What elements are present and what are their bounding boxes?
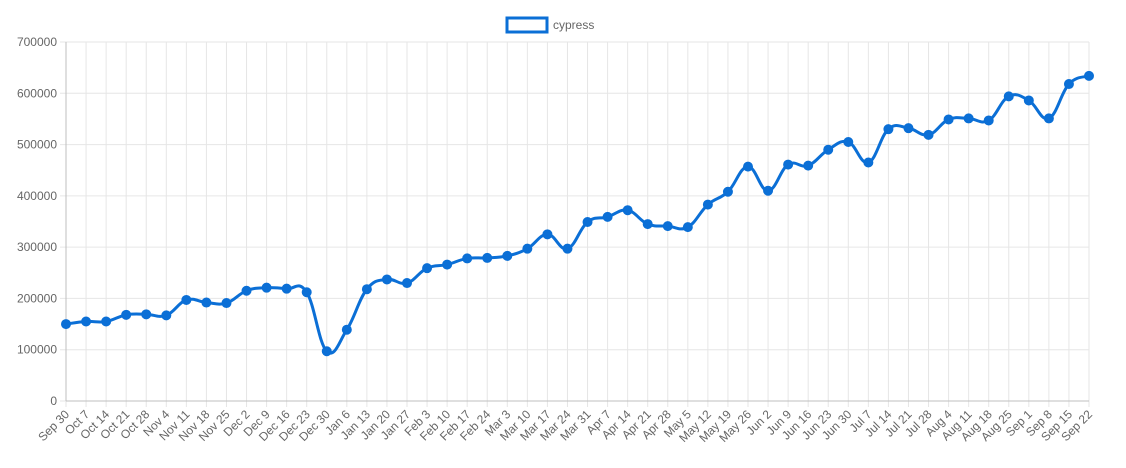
legend-label-cypress[interactable]: cypress	[553, 18, 594, 32]
data-point[interactable]	[482, 252, 493, 263]
y-tick-label: 100000	[17, 343, 57, 357]
y-tick-label: 400000	[17, 189, 57, 203]
data-point[interactable]	[1084, 70, 1094, 81]
data-point[interactable]	[1043, 113, 1054, 124]
data-point[interactable]	[101, 316, 112, 327]
data-point[interactable]	[743, 161, 753, 172]
data-point[interactable]	[221, 298, 232, 309]
data-point[interactable]	[783, 159, 794, 170]
data-point[interactable]	[422, 263, 433, 274]
data-point[interactable]	[722, 186, 733, 197]
data-point[interactable]	[963, 113, 974, 124]
series-line-cypress	[65, 74, 1090, 355]
data-point[interactable]	[883, 124, 894, 135]
data-point[interactable]	[843, 137, 854, 148]
data-point[interactable]	[402, 278, 412, 289]
y-tick-label: 500000	[17, 138, 57, 152]
data-point[interactable]	[241, 285, 252, 296]
data-point[interactable]	[161, 310, 172, 321]
legend[interactable]: cypress	[505, 16, 594, 34]
data-point[interactable]	[602, 211, 613, 222]
data-point[interactable]	[321, 346, 332, 357]
y-tick-label: 200000	[17, 291, 57, 305]
data-point[interactable]	[642, 219, 653, 230]
legend-swatch-cypress[interactable]	[505, 16, 549, 34]
data-point[interactable]	[261, 282, 272, 293]
data-point[interactable]	[702, 199, 713, 210]
data-point[interactable]	[301, 287, 312, 298]
series-layer	[61, 70, 1094, 357]
data-point[interactable]	[502, 250, 513, 261]
data-point[interactable]	[201, 297, 212, 308]
data-point[interactable]	[682, 222, 693, 233]
y-tick-label: 600000	[17, 86, 57, 100]
data-point[interactable]	[823, 144, 834, 155]
data-point[interactable]	[943, 114, 954, 125]
data-point[interactable]	[763, 185, 774, 196]
data-point[interactable]	[141, 309, 152, 320]
data-point[interactable]	[522, 243, 533, 254]
data-point[interactable]	[983, 115, 994, 126]
data-point[interactable]	[582, 217, 593, 228]
data-point[interactable]	[1003, 91, 1014, 102]
data-point[interactable]	[442, 259, 453, 270]
data-point[interactable]	[803, 160, 814, 171]
data-point[interactable]	[462, 253, 473, 264]
data-point[interactable]	[281, 283, 292, 294]
data-point[interactable]	[622, 205, 633, 216]
data-point[interactable]	[1063, 79, 1074, 90]
data-point[interactable]	[542, 229, 553, 240]
data-point[interactable]	[361, 284, 372, 295]
data-point[interactable]	[662, 221, 673, 232]
y-tick-label: 300000	[17, 240, 57, 254]
data-point[interactable]	[903, 123, 914, 134]
axes	[65, 42, 1089, 402]
y-axis-ticks: 0 100000 200000 300000 400000 500000 600000 700…	[17, 35, 57, 408]
grid-lines	[60, 41, 1090, 407]
data-point[interactable]	[121, 309, 132, 320]
data-point[interactable]	[562, 243, 573, 254]
data-point[interactable]	[81, 316, 92, 327]
y-tick-label: 700000	[17, 35, 57, 49]
y-tick-label: 0	[50, 394, 57, 408]
data-point[interactable]	[61, 319, 71, 330]
data-point[interactable]	[381, 274, 392, 285]
data-point[interactable]	[341, 324, 352, 335]
data-point[interactable]	[923, 129, 934, 140]
data-point[interactable]	[1023, 95, 1034, 106]
data-point[interactable]	[181, 294, 192, 305]
data-point[interactable]	[863, 157, 874, 168]
